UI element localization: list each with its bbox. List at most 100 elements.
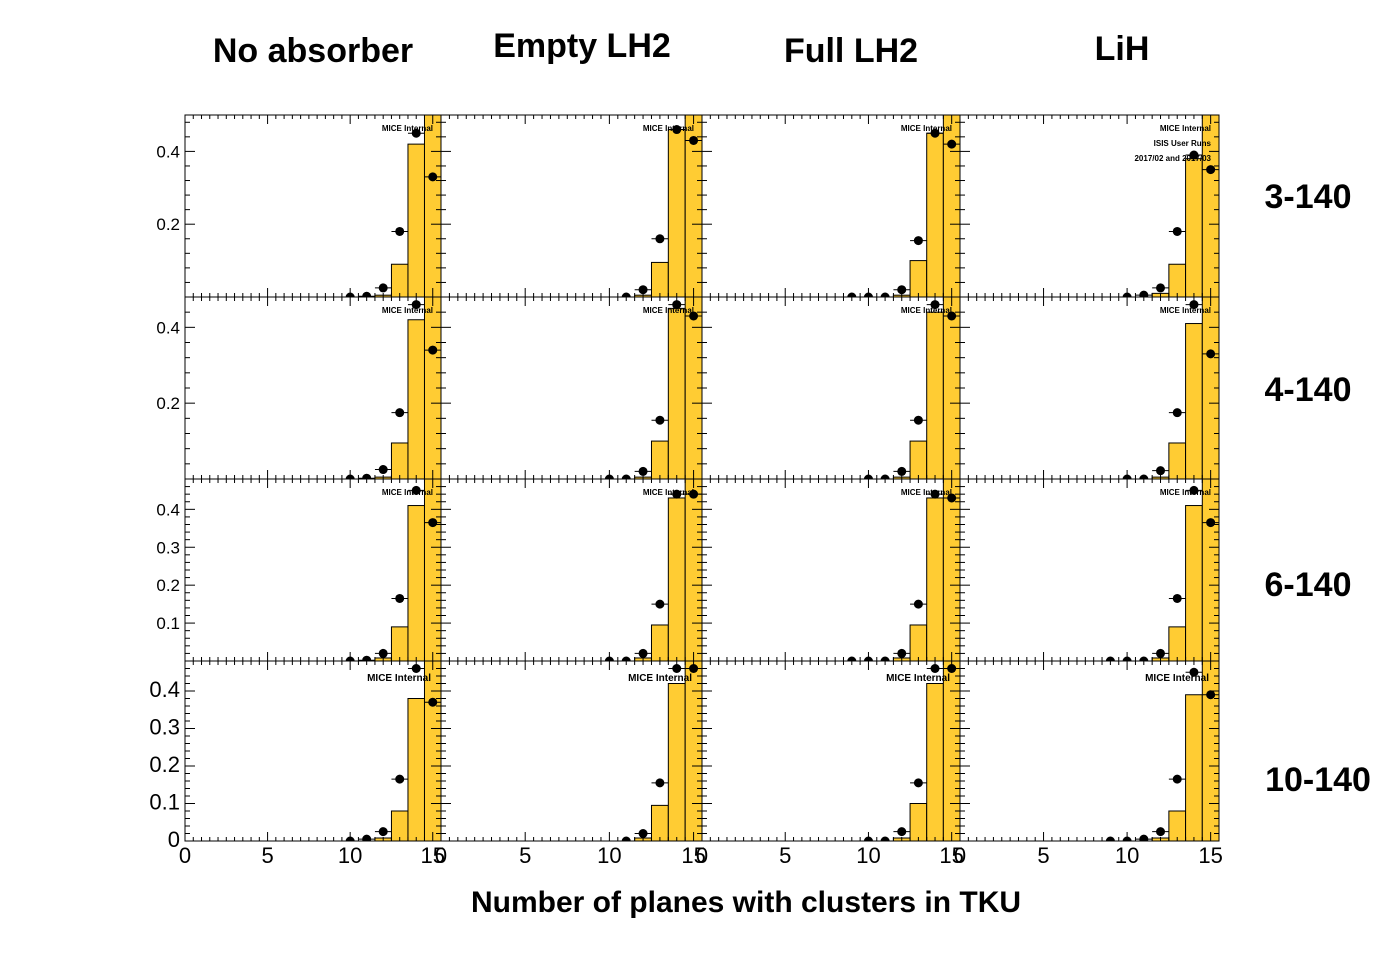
x-tick-label: 10 (1115, 843, 1139, 868)
panel-tag: MICE Internal (382, 488, 433, 497)
y-tick-label: 0.2 (156, 394, 180, 413)
data-point (638, 829, 648, 838)
data-point (638, 466, 648, 476)
data-point (672, 300, 682, 310)
data-point (913, 415, 923, 425)
panel-r2-c1: MICE Internal 0.2 0.4 (156, 296, 442, 480)
panel-r1-c4: MICE Internal ISIS User Runs 2017/02 and 2… (959, 114, 1220, 298)
x-tick-label: 10 (597, 843, 621, 868)
data-point (655, 415, 665, 425)
panel-r1-c2: MICE Internal (440, 114, 703, 298)
data-point (655, 599, 665, 609)
row-titles: 3-140 4-140 6-140 10-140 (1265, 178, 1371, 799)
mc-bar (650, 804, 669, 841)
plot-area (843, 479, 960, 661)
data-point (930, 128, 940, 138)
data-point (1206, 690, 1216, 700)
mc-bar (684, 115, 702, 297)
mc-bar (1185, 323, 1203, 479)
data-point (689, 489, 699, 499)
plot-area (341, 115, 441, 297)
x-tick-label: 5 (1037, 843, 1049, 868)
y-tick-label: 0.4 (156, 500, 180, 519)
mc-bar (1185, 158, 1203, 297)
panel-r3-c1: MICE Internal 0.1 0.2 0.3 0.4 (156, 478, 442, 662)
data-point (913, 236, 923, 246)
data-point (638, 285, 648, 295)
y-tick-label: 0.1 (149, 790, 180, 815)
data-point (913, 599, 923, 609)
panel-r4-c4: MICE Internal 0 5 10 15 (954, 660, 1223, 868)
panel-tag: MICE Internal (382, 306, 433, 315)
row-title-1: 3-140 (1265, 178, 1352, 216)
data-point (428, 697, 438, 707)
data-point (897, 466, 907, 476)
data-point (1172, 408, 1182, 418)
column-title-4: LiH (1095, 30, 1150, 68)
mc-bar (942, 115, 960, 297)
row-title-4: 10-140 (1265, 761, 1371, 799)
data-point (411, 128, 421, 138)
panel-tag: MICE Internal (901, 488, 952, 497)
panel-r1-c3: MICE Internal (701, 114, 961, 298)
panel-tag: MICE Internal (886, 673, 950, 684)
panel-tag: MICE Internal (1160, 488, 1211, 497)
data-point (1189, 485, 1199, 495)
panel-r3-c3: MICE Internal (701, 478, 961, 662)
x-tick-label: 15 (939, 843, 963, 868)
data-point (1172, 593, 1182, 603)
mc-bar (407, 698, 425, 841)
data-point (1172, 774, 1182, 784)
mc-bar (1185, 694, 1203, 841)
mc-bar (1168, 442, 1187, 479)
data-point (1189, 300, 1199, 310)
data-point (1206, 518, 1216, 528)
mc-bar (909, 624, 928, 661)
data-point (930, 300, 940, 310)
x-tick-label: 5 (779, 843, 791, 868)
data-point (395, 408, 405, 418)
mc-bar (909, 440, 928, 479)
mc-bar (1168, 810, 1187, 841)
mc-bar (1185, 505, 1203, 661)
plot-area (860, 297, 960, 479)
data-point (1156, 466, 1166, 476)
mc-bar (407, 143, 425, 297)
panel-r1-c1: MICE Internal 0.2 0.4 (156, 114, 442, 298)
mc-bar (909, 803, 928, 841)
plot-area (1118, 297, 1219, 479)
data-point (1156, 283, 1166, 293)
data-point (428, 172, 438, 182)
y-tick-label: 0.2 (156, 576, 180, 595)
data-point (947, 493, 957, 503)
mc-bar (650, 440, 669, 479)
data-point (947, 139, 957, 149)
data-point (395, 774, 405, 784)
panel-tag: MICE Internal (1160, 306, 1211, 315)
mc-bar (390, 626, 409, 661)
x-tick-label: 0 (696, 843, 708, 868)
x-tick-label: 0 (954, 843, 966, 868)
panel-extra-tag: 2017/02 and 2017/03 (1134, 154, 1211, 163)
panel-r2-c4: MICE Internal (959, 296, 1220, 480)
x-tick-label: 10 (856, 843, 880, 868)
mc-bar (667, 129, 686, 297)
data-point (655, 778, 665, 788)
x-tick-label: 5 (519, 843, 531, 868)
data-point (378, 827, 388, 837)
plot-area (617, 115, 702, 297)
data-point (411, 300, 421, 310)
x-tick-label: 15 (1198, 843, 1222, 868)
mc-bar (667, 497, 686, 661)
mc-bar (390, 810, 409, 841)
plot-area (341, 479, 441, 661)
panel-tag: MICE Internal (1145, 673, 1209, 684)
y-tick-label: 0.1 (156, 614, 180, 633)
x-axis-title: Number of planes with clusters in TKU (471, 886, 1021, 919)
data-point (1189, 667, 1199, 677)
data-point (638, 648, 648, 658)
panel-r4-c3: MICE Internal 0 5 10 15 (696, 660, 964, 868)
data-point (1206, 165, 1216, 175)
data-point (689, 311, 699, 321)
mc-bar (667, 307, 686, 479)
